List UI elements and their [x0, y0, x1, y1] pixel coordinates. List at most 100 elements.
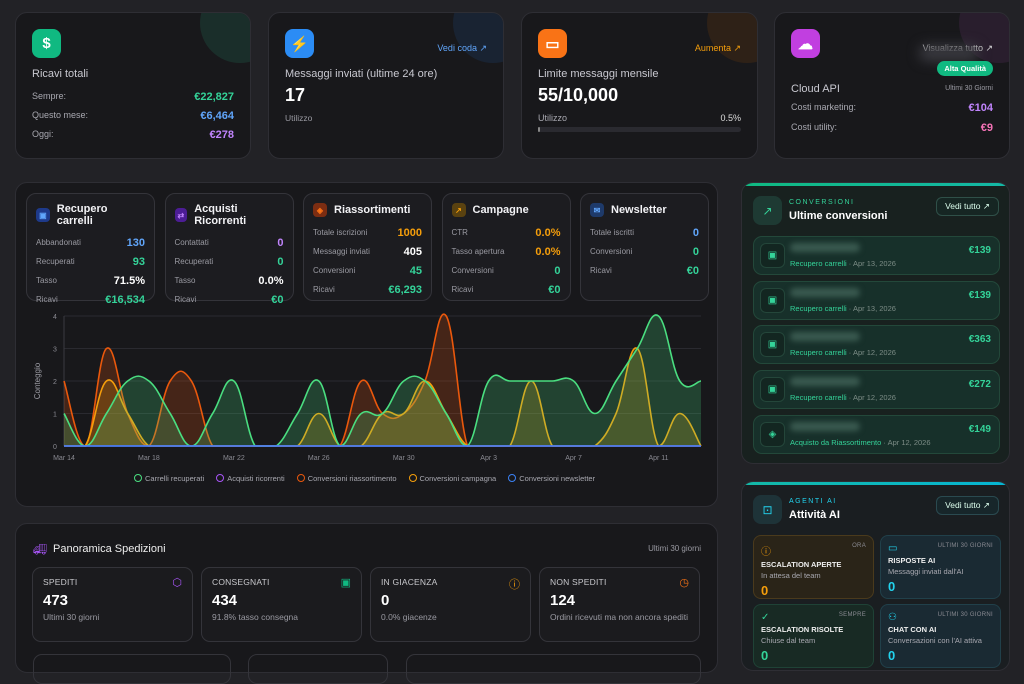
shipping-value: 473	[43, 592, 69, 609]
ai-tile-desc: Messaggi inviati dall'AI	[888, 567, 964, 576]
limit-title: Limite messaggi mensile	[538, 68, 659, 80]
ai-tile-desc: Chiuse dal team	[761, 636, 816, 645]
view-queue-link[interactable]: Vedi coda ↗	[437, 43, 487, 53]
customer-name-redacted	[790, 243, 860, 252]
stat-title: Acquisti Ricorrenti	[194, 203, 247, 227]
y-tick-label: 1	[53, 412, 57, 419]
cloud-title: Cloud API	[791, 83, 840, 95]
shipping-desc: 0.0% giacenze	[381, 612, 437, 622]
stat-label: Conversioni	[451, 266, 494, 275]
trend-icon: ↗	[451, 203, 466, 217]
stat-value: 71.5%	[113, 274, 145, 287]
ai-tile-value: 0	[888, 579, 896, 594]
y-axis-label: Conteggio	[33, 362, 42, 399]
shipping-desc: 91.8% tasso consegna	[212, 612, 299, 622]
legend-item[interactable]: Acquisti ricorrenti	[216, 474, 285, 483]
stat-value: 0.0%	[535, 245, 561, 258]
x-tick-label: Mar 30	[393, 455, 415, 462]
conversion-type: Recupero carrelli	[790, 393, 847, 403]
check-circle-icon: ✓	[761, 612, 770, 623]
customer-name-redacted	[790, 287, 860, 297]
legend-item[interactable]: Conversioni newsletter	[508, 474, 595, 483]
ai-tag: SEMPRE	[838, 612, 866, 618]
stat-label: CTR	[451, 228, 468, 237]
legend-item[interactable]: Conversioni campagna	[408, 474, 496, 483]
stat-card-4[interactable]: ✉ Newsletter Totale iscritti 0 Conversioni 0 R…	[580, 193, 709, 301]
ai-tile-title: RISPOSTE AI	[888, 556, 936, 565]
marketing-cost: €104	[968, 102, 993, 114]
ai-tile[interactable]: ORA ⓘ ESCALATION APERTE In attesa del team 0	[753, 535, 874, 599]
ai-tile-title: ESCALATION APERTE	[761, 560, 842, 569]
shipping-label: SPEDITI	[43, 577, 78, 587]
stat-label: Conversioni	[313, 266, 356, 275]
shipping-title: Panoramica Spedizioni	[53, 543, 166, 555]
series-area	[64, 347, 701, 446]
stat-value: 1000	[397, 226, 422, 239]
stat-label: Tasso	[36, 276, 57, 285]
truck-icon: 🚚︎	[33, 544, 47, 556]
revenue-month: €6,464	[200, 110, 234, 122]
conversion-item[interactable]: ▣ Recupero carrelli · Apr 12, 2026 €363	[753, 325, 1000, 365]
series-area	[64, 314, 701, 446]
shipping-value: 124	[550, 592, 576, 609]
revenue-title: Ricavi totali	[32, 68, 89, 80]
alert-icon: ⓘ	[509, 579, 520, 591]
stat-value: 0.0%	[535, 226, 561, 239]
shipping-period: Ultimi 30 giorni	[648, 544, 701, 553]
label: Questo mese:	[32, 110, 89, 120]
conversions-title: Ultime conversioni	[789, 210, 888, 222]
stat-card-0[interactable]: ▣ Recupero carrelli Abbandonati 130 Recupera…	[26, 193, 155, 306]
robot-icon: ⊡	[753, 495, 782, 524]
view-all-ai-button[interactable]: Vedi tutto ↗	[936, 496, 999, 515]
x-tick-label: Mar 26	[308, 455, 330, 462]
conversion-item[interactable]: ▣ Recupero carrelli · Apr 13, 2026 €139	[753, 280, 1000, 320]
conversion-date: Apr 12, 2026	[852, 393, 896, 403]
x-tick-label: Apr 11	[648, 455, 668, 462]
revenue-card: $ Ricavi totali Sempre: €22,827 Questo me…	[15, 12, 251, 159]
conversion-item[interactable]: ▣ Recupero carrelli · Apr 13, 2026 €139	[753, 236, 1000, 275]
limit-value: 55/10,000	[538, 85, 619, 105]
chart-legend: Carrelli recuperati Acquisti ricorrenti Co…	[134, 474, 595, 483]
bag-icon: ▣	[760, 243, 785, 268]
ai-tile[interactable]: ULTIMI 30 GIORNI ⚇ CHAT CON AI Conversazion…	[880, 604, 1001, 668]
increase-link[interactable]: Aumenta ↗	[694, 43, 741, 53]
view-all-conversions-button[interactable]: Vedi tutto ↗	[936, 197, 999, 216]
x-tick-label: Apr 3	[480, 455, 497, 462]
legend-label: Conversioni newsletter	[519, 474, 596, 483]
stat-label: Ricavi	[313, 285, 335, 294]
label: Costi utility:	[791, 122, 838, 132]
stat-value: €0	[686, 264, 699, 277]
stat-card-1[interactable]: ⇄ Acquisti Ricorrenti Contattati 0 Recuperat…	[164, 193, 294, 306]
ai-tile-desc: Conversazioni con l'AI attiva	[888, 636, 982, 645]
ai-tile-value: 0	[761, 583, 769, 598]
legend-item[interactable]: Carrelli recuperati	[134, 474, 204, 483]
legend-item[interactable]: Conversioni riassortimento	[296, 474, 397, 483]
conversion-amount: €149	[968, 423, 991, 435]
ai-tag: ULTIMI 30 GIORNI	[937, 543, 993, 549]
chat-icon: ▭	[538, 29, 567, 58]
lightning-icon: ⚡	[285, 29, 314, 58]
ai-tile[interactable]: ULTIMI 30 GIORNI ▭ RISPOSTE AI Messaggi inv…	[880, 535, 1001, 599]
ai-tag: ULTIMI 30 GIORNI	[937, 612, 993, 618]
stat-label: Contattati	[174, 238, 209, 247]
trend-icon: ↗	[753, 196, 782, 225]
conversion-amount: €363	[968, 334, 991, 346]
stat-card-3[interactable]: ↗ Campagne CTR 0.0% Tasso apertura 0.0% Conver…	[441, 193, 571, 301]
utility-cost: €9	[980, 122, 993, 134]
conversions-eyebrow: CONVERSIONI	[789, 199, 855, 206]
customer-name-redacted	[790, 377, 860, 387]
bag-icon: ▣	[760, 377, 785, 403]
y-tick-label: 0	[53, 444, 57, 451]
ai-tile[interactable]: SEMPRE ✓ ESCALATION RISOLTE Chiuse dal team…	[753, 604, 874, 668]
conversion-item[interactable]: ▣ Recupero carrelli · Apr 12, 2026 €272	[753, 370, 1000, 410]
ai-tile-title: ESCALATION RISOLTE	[761, 625, 844, 634]
repeat-icon: ⇄	[174, 208, 188, 222]
message-icon: ▭	[888, 543, 898, 554]
stat-value: 93	[132, 255, 145, 268]
stat-label: Abbandonati	[36, 238, 81, 247]
stat-value: 0	[692, 226, 699, 239]
shipping-card: NON SPEDITI ◷ 124 Ordini ricevuti ma non an…	[539, 567, 700, 642]
conversion-item[interactable]: ◈ Acquisto da Riassortimento · Apr 12, 20…	[753, 414, 1000, 454]
stat-title: Riassortimenti	[334, 204, 411, 216]
stat-card-2[interactable]: ◈ Riassortimenti Totale iscrizioni 1000 Mess…	[303, 193, 432, 301]
